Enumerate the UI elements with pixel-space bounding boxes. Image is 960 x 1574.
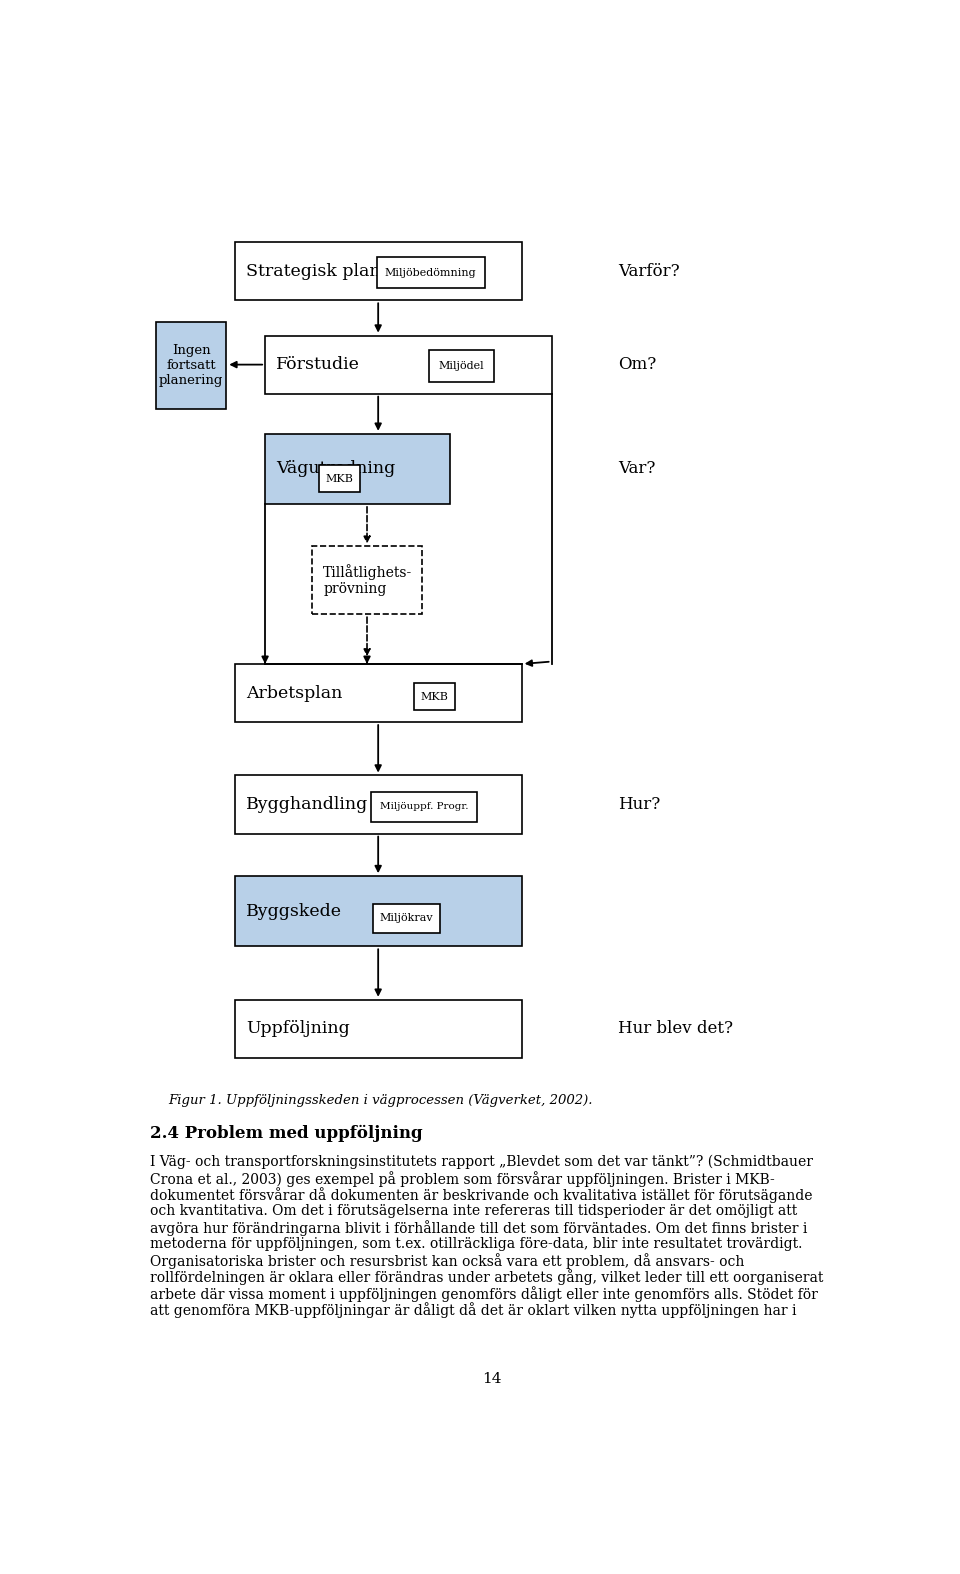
- Text: Miljöbedömning: Miljöbedömning: [385, 268, 476, 277]
- Text: Vägutredning: Vägutredning: [276, 460, 396, 477]
- FancyBboxPatch shape: [312, 546, 422, 614]
- Text: MKB: MKB: [420, 691, 448, 702]
- Text: Uppföljning: Uppföljning: [247, 1020, 350, 1037]
- Text: arbete där vissa moment i uppföljningen genomförs dåligt eller inte genomförs al: arbete där vissa moment i uppföljningen …: [150, 1286, 818, 1302]
- Text: MKB: MKB: [325, 474, 354, 483]
- Text: Byggskede: Byggskede: [247, 903, 343, 919]
- Text: Hur blev det?: Hur blev det?: [618, 1020, 733, 1037]
- Text: Förstudie: Förstudie: [276, 356, 360, 373]
- Text: Hur?: Hur?: [618, 796, 660, 814]
- FancyBboxPatch shape: [235, 877, 522, 946]
- Text: rollfördelningen är oklara eller förändras under arbetets gång, vilket leder til: rollfördelningen är oklara eller förändr…: [150, 1269, 823, 1286]
- FancyBboxPatch shape: [265, 335, 551, 394]
- Text: Varför?: Varför?: [618, 263, 680, 280]
- Text: Arbetsplan: Arbetsplan: [247, 685, 343, 702]
- FancyBboxPatch shape: [265, 434, 449, 504]
- FancyBboxPatch shape: [156, 323, 227, 409]
- FancyBboxPatch shape: [235, 664, 522, 722]
- Text: att genomföra MKB-uppföljningar är dåligt då det är oklart vilken nytta uppföljn: att genomföra MKB-uppföljningar är dålig…: [150, 1302, 796, 1317]
- Text: Tillåtlighets-
prövning: Tillåtlighets- prövning: [324, 565, 413, 597]
- FancyBboxPatch shape: [429, 349, 494, 381]
- FancyBboxPatch shape: [235, 999, 522, 1058]
- Text: Strategisk planering: Strategisk planering: [247, 263, 427, 280]
- Text: 2.4 Problem med uppföljning: 2.4 Problem med uppföljning: [150, 1124, 422, 1141]
- Text: metoderna för uppföljningen, som t.ex. otillräckliga före-data, blir inte result: metoderna för uppföljningen, som t.ex. o…: [150, 1237, 803, 1251]
- Text: Miljöuppf. Progr.: Miljöuppf. Progr.: [380, 803, 468, 812]
- Text: Bygghandling: Bygghandling: [247, 796, 369, 814]
- Text: Miljökrav: Miljökrav: [379, 913, 433, 924]
- Text: Figur 1. Uppföljningsskeden i vägprocessen (Vägverket, 2002).: Figur 1. Uppföljningsskeden i vägprocess…: [168, 1094, 592, 1107]
- Text: och kvantitativa. Om det i förutsägelserna inte refereras till tidsperioder är d: och kvantitativa. Om det i förutsägelser…: [150, 1204, 797, 1218]
- Text: Om?: Om?: [618, 356, 657, 373]
- FancyBboxPatch shape: [372, 792, 477, 822]
- Text: Var?: Var?: [618, 460, 656, 477]
- FancyBboxPatch shape: [235, 242, 522, 301]
- FancyBboxPatch shape: [372, 903, 440, 933]
- Text: dokumentet försvårar då dokumenten är beskrivande och kvalitativa istället för f: dokumentet försvårar då dokumenten är be…: [150, 1187, 812, 1204]
- Text: Miljödel: Miljödel: [439, 360, 484, 371]
- FancyBboxPatch shape: [320, 466, 360, 491]
- FancyBboxPatch shape: [414, 683, 455, 710]
- Text: Crona et al., 2003) ges exempel på problem som försvårar uppföljningen. Brister : Crona et al., 2003) ges exempel på probl…: [150, 1171, 775, 1187]
- FancyBboxPatch shape: [376, 257, 485, 288]
- Text: Ingen
fortsatt
planering: Ingen fortsatt planering: [158, 345, 224, 387]
- Text: Organisatoriska brister och resursbrist kan också vara ett problem, då ansvars- : Organisatoriska brister och resursbrist …: [150, 1253, 744, 1269]
- FancyBboxPatch shape: [235, 776, 522, 834]
- Text: 14: 14: [482, 1373, 502, 1387]
- Text: I Väg- och transportforskningsinstitutets rapport „Blevdet som det var tänkt”? (: I Väg- och transportforskningsinstitutet…: [150, 1155, 813, 1169]
- Text: avgöra hur förändringarna blivit i förhållande till det som förväntades. Om det : avgöra hur förändringarna blivit i förhå…: [150, 1220, 807, 1236]
